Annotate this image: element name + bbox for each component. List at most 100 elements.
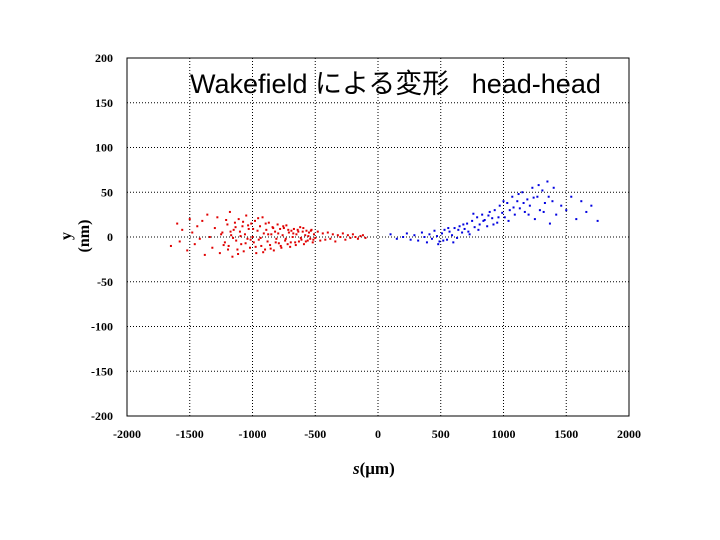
data-point	[221, 231, 224, 234]
data-point	[239, 235, 242, 238]
data-point	[280, 246, 283, 249]
data-point	[242, 220, 245, 223]
data-point	[420, 231, 423, 234]
data-point	[176, 222, 179, 225]
data-point	[334, 240, 337, 243]
data-point	[252, 241, 255, 244]
data-point	[169, 244, 172, 247]
data-point	[275, 237, 278, 240]
x-axis-label: s(μm)	[353, 459, 395, 479]
data-point	[570, 195, 573, 198]
data-point	[512, 206, 515, 209]
data-point	[264, 248, 267, 251]
data-point	[302, 243, 305, 246]
data-point	[250, 222, 253, 225]
data-point	[513, 213, 516, 216]
data-point	[458, 225, 461, 228]
data-point	[276, 223, 279, 226]
data-point	[296, 228, 299, 231]
data-point	[178, 240, 181, 243]
data-point	[203, 253, 206, 256]
data-point	[223, 241, 226, 244]
data-point	[433, 229, 436, 232]
data-point	[279, 227, 282, 230]
data-point	[246, 237, 249, 240]
data-point	[486, 225, 489, 228]
data-point	[247, 227, 250, 230]
data-point	[518, 207, 521, 210]
data-point	[441, 232, 444, 235]
data-point	[257, 238, 260, 241]
data-point	[482, 219, 485, 222]
data-point	[222, 244, 225, 247]
data-point	[503, 216, 506, 219]
data-point	[312, 238, 315, 241]
data-point	[230, 234, 233, 237]
data-point	[349, 236, 352, 239]
data-point	[326, 231, 329, 234]
x-tick-label: 1000	[492, 427, 516, 441]
data-point	[299, 226, 302, 229]
data-point	[292, 232, 295, 235]
data-point	[425, 241, 428, 244]
data-point	[456, 236, 459, 239]
data-point	[261, 216, 264, 219]
y-tick-label: 150	[95, 96, 113, 110]
data-point	[331, 233, 334, 236]
data-point	[447, 227, 450, 230]
data-point	[307, 231, 310, 234]
data-point	[565, 209, 568, 212]
data-point	[468, 233, 471, 236]
data-point	[304, 234, 307, 237]
y-tick-label: -150	[91, 364, 113, 378]
data-point	[523, 210, 526, 213]
data-point	[532, 196, 535, 199]
chart-title: Wakefield による変形 head-head	[190, 69, 601, 99]
data-point	[430, 237, 433, 240]
data-point	[521, 191, 524, 194]
data-point	[281, 234, 284, 237]
data-point	[213, 227, 216, 230]
data-point	[316, 230, 319, 233]
data-point	[262, 232, 265, 235]
data-point	[292, 227, 295, 230]
data-point	[547, 195, 550, 198]
y-tick-label: -50	[97, 275, 113, 289]
data-point	[287, 228, 290, 231]
data-point	[341, 232, 344, 235]
data-point	[191, 231, 194, 234]
x-tick-label: 500	[432, 427, 450, 441]
data-point	[442, 239, 445, 242]
data-point	[537, 184, 540, 187]
data-point	[497, 216, 500, 219]
data-point	[277, 232, 280, 235]
data-point	[226, 223, 229, 226]
data-point	[270, 233, 273, 236]
data-point	[255, 252, 258, 255]
data-point	[359, 235, 362, 238]
data-point	[364, 236, 367, 239]
data-point	[272, 249, 275, 252]
data-point	[329, 237, 332, 240]
data-point	[228, 210, 231, 213]
y-tick-label: 50	[101, 185, 113, 199]
data-point	[508, 209, 511, 212]
data-point	[356, 237, 359, 240]
series-red-points	[169, 210, 367, 258]
data-point	[481, 213, 484, 216]
data-point	[405, 232, 408, 235]
data-point	[478, 223, 481, 226]
data-point	[267, 233, 270, 236]
data-point	[471, 219, 474, 222]
data-point	[277, 242, 280, 245]
x-axis-label-units: (μm)	[359, 459, 395, 478]
x-axis-label-symbol: s	[353, 459, 360, 478]
data-point	[402, 236, 405, 238]
data-point	[237, 253, 240, 256]
data-point	[216, 216, 219, 219]
data-point	[551, 200, 554, 203]
data-point	[307, 235, 310, 238]
axis-ticks: -2000 -1500 -1000 -500 0 500 1000 1500 200020015…	[91, 51, 641, 441]
data-point	[284, 239, 287, 242]
data-point	[457, 228, 460, 231]
